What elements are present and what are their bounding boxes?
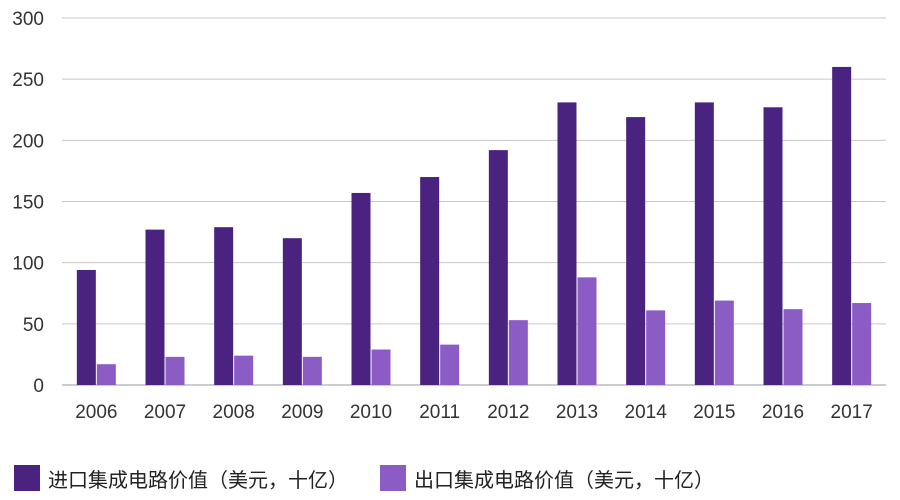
bar-export-2011: [440, 344, 460, 385]
bar-import-2006: [76, 270, 96, 385]
x-axis: 2006 2007 2008 2009 2010 2011 2012 2013 2014 2015…: [75, 402, 873, 423]
x-tick-label-2015: 2015: [693, 402, 735, 423]
y-tick-label-150: 150: [12, 193, 44, 214]
y-tick-label-100: 100: [12, 254, 44, 275]
legend-label-export: 出口集成电路价值（美元，十亿）: [414, 467, 714, 492]
bar-import-2009: [282, 238, 302, 385]
bar-export-2009: [302, 356, 322, 385]
y-tick-label-200: 200: [12, 131, 44, 152]
gridlines: [62, 17, 886, 386]
bar-import-2014: [626, 117, 646, 385]
y-tick-label-50: 50: [23, 315, 44, 336]
bar-export-2006: [96, 364, 116, 385]
y-tick-label-250: 250: [12, 70, 44, 91]
bar-import-2017: [832, 66, 852, 385]
bar-import-2011: [420, 177, 440, 385]
legend-label-import: 进口集成电路价值（美元，十亿）: [48, 467, 348, 492]
bar-import-2008: [214, 227, 234, 385]
bar-import-2015: [694, 102, 714, 385]
x-tick-label-2008: 2008: [213, 402, 255, 423]
y-tick-label-300: 300: [12, 9, 44, 30]
bar-import-2013: [557, 102, 577, 385]
bar-import-2016: [763, 107, 783, 385]
legend-item-import: 进口集成电路价值（美元，十亿）: [14, 464, 348, 493]
x-tick-label-2017: 2017: [831, 402, 873, 423]
x-tick-label-2012: 2012: [487, 402, 529, 423]
y-axis: 0 50 100 150 200 250 300: [12, 9, 44, 397]
x-tick-label-2014: 2014: [625, 402, 668, 423]
legend-swatch-import: [14, 465, 40, 491]
bar-export-2008: [234, 355, 254, 385]
x-tick-label-2010: 2010: [350, 402, 392, 423]
legend: 进口集成电路价值（美元，十亿） 出口集成电路价值（美元，十亿）: [14, 462, 746, 494]
legend-item-export: 出口集成电路价值（美元，十亿）: [380, 464, 714, 493]
y-tick-label-0: 0: [33, 376, 44, 397]
bar-import-2007: [145, 229, 165, 385]
bar-export-2016: [783, 309, 803, 385]
bar-export-2012: [508, 320, 528, 385]
bar-export-2010: [371, 349, 391, 385]
legend-swatch-export: [380, 465, 406, 491]
bar-export-2017: [852, 303, 872, 385]
bar-export-2015: [714, 300, 734, 385]
x-tick-label-2011: 2011: [419, 402, 460, 423]
bar-import-2010: [351, 192, 371, 385]
x-tick-label-2013: 2013: [556, 402, 598, 423]
bar-export-2007: [165, 356, 185, 385]
bar-import-2012: [488, 150, 508, 385]
x-tick-label-2006: 2006: [75, 402, 117, 423]
x-tick-label-2009: 2009: [281, 402, 323, 423]
x-tick-label-2007: 2007: [144, 402, 186, 423]
bars: [76, 66, 872, 385]
bar-export-2013: [577, 277, 597, 385]
x-tick-label-2016: 2016: [762, 402, 804, 423]
bar-export-2014: [646, 310, 666, 385]
